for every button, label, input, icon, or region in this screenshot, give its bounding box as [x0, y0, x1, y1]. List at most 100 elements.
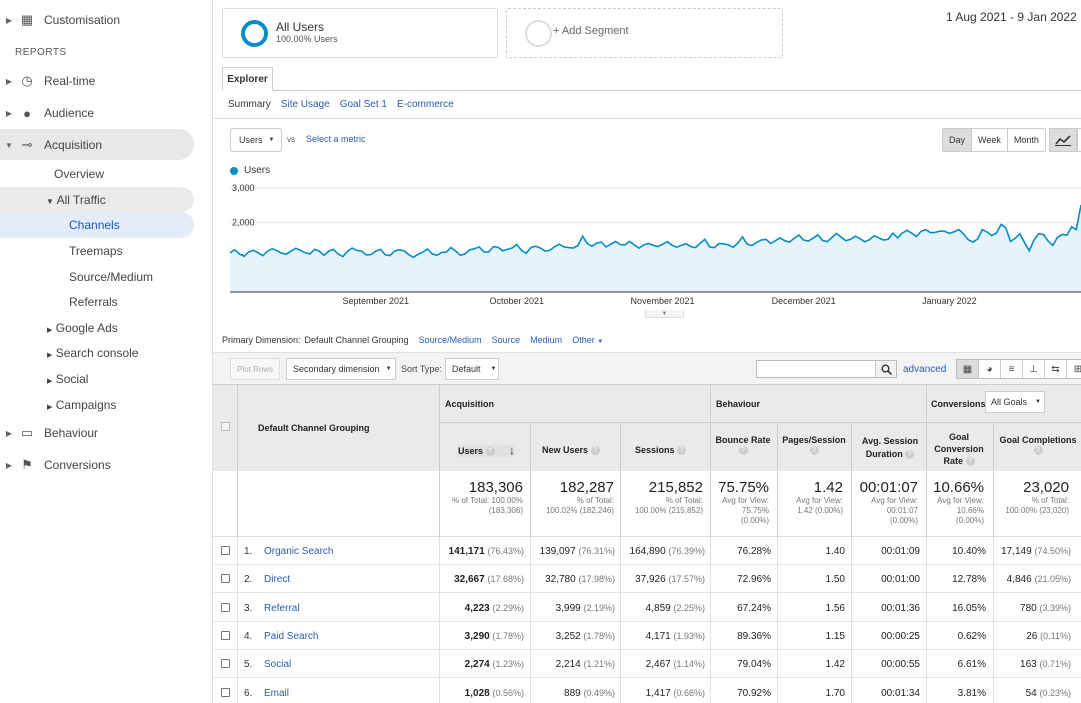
cell-bounce: 67.24% [737, 603, 771, 614]
channel-link[interactable]: Social [264, 659, 292, 671]
table-view-icon[interactable]: ▦ [957, 360, 979, 378]
sort-type-select[interactable]: Default ▼ [445, 358, 499, 380]
dimension-link-other[interactable]: Other ▼ [572, 335, 603, 345]
channel-link[interactable]: Email [264, 687, 290, 699]
cell-users: 1,028 (0.56%) [465, 688, 524, 699]
channel-link[interactable]: Organic Search [264, 546, 334, 557]
sidebar-item-referrals[interactable]: Referrals [69, 295, 118, 309]
row-divider [851, 471, 852, 537]
week-button[interactable]: Week [972, 129, 1008, 151]
performance-view-icon[interactable]: ≡ [1001, 360, 1023, 378]
sidebar-item-conversions[interactable]: ▶ ⚑ Conversions [0, 450, 111, 480]
sidebar-item-google-ads[interactable]: ▶ Google Ads [47, 321, 118, 335]
cell-conv: 0.62% [958, 631, 986, 642]
users-column-header[interactable]: Users ? ↓ [458, 445, 515, 457]
date-range-picker[interactable]: 1 Aug 2021 - 9 Jan 2022 [946, 10, 1077, 24]
help-icon[interactable]: ? [905, 450, 915, 460]
subtab-ecommerce[interactable]: E-commerce [396, 99, 454, 110]
cell-goals: 17,149 (74.50%) [1001, 546, 1071, 557]
add-segment-button[interactable]: + Add Segment [506, 8, 783, 58]
channel-link[interactable]: Referral [264, 602, 300, 614]
cell-goals: 26 (0.11%) [1026, 631, 1071, 642]
month-button[interactable]: Month [1007, 129, 1045, 151]
help-icon[interactable]: ? [809, 446, 819, 456]
help-icon[interactable]: ? [590, 446, 600, 456]
goal-completions-column-header[interactable]: Goal Completions? [995, 435, 1081, 456]
chart-resize-handle[interactable]: ▼ [645, 310, 684, 318]
line-chart-icon[interactable] [1049, 128, 1077, 152]
chevron-down-icon: ▼ [385, 366, 392, 372]
plot-rows-button[interactable]: Plot Rows [230, 358, 280, 380]
sessions-column-header[interactable]: Sessions ? [635, 445, 687, 456]
cell-duration: 00:01:00 [881, 574, 920, 585]
sidebar-item-all-traffic[interactable]: ▼ All Traffic [46, 193, 106, 207]
search-icon[interactable] [875, 360, 897, 378]
caret-down-icon: ▼ [5, 140, 13, 150]
help-icon[interactable]: ? [485, 447, 495, 457]
channel-link[interactable]: Paid Search [264, 630, 319, 642]
metric-select[interactable]: Users ▼ [230, 128, 282, 152]
sidebar-item-acquisition[interactable]: ▼ ⊸ Acquisition [0, 130, 102, 160]
all-goals-select[interactable]: All Goals ▼ [985, 391, 1045, 413]
sidebar-item-behaviour[interactable]: ▶ ▭ Behaviour [0, 418, 98, 448]
help-icon[interactable]: ? [1033, 446, 1043, 456]
help-icon[interactable]: ? [677, 446, 687, 456]
pages-session-column-header[interactable]: Pages/Session? [779, 435, 849, 456]
term-cloud-icon[interactable]: ⇆ [1045, 360, 1067, 378]
tab-explorer[interactable]: Explorer [222, 67, 273, 91]
sidebar-item-customisation[interactable]: ▶ ▦ Customisation [0, 5, 120, 35]
dimension-link-source-medium[interactable]: Source/Medium [418, 335, 482, 345]
cell-value: 4,846 [1006, 574, 1032, 586]
new-users-column-header[interactable]: New Users ? [542, 445, 600, 456]
motion-chart-icon[interactable] [1077, 128, 1081, 152]
subtab-site-usage[interactable]: Site Usage [280, 99, 330, 110]
day-button[interactable]: Day [943, 129, 973, 151]
select-metric-link[interactable]: Select a metric [306, 134, 366, 144]
chevron-down-icon: ▼ [597, 339, 604, 345]
column-divider [851, 537, 852, 703]
comparison-view-icon[interactable]: ⊥ [1023, 360, 1045, 378]
cell-goals: 4,846 (21.05%) [1007, 574, 1071, 585]
segment-all-users[interactable]: All Users 100.00% Users [222, 8, 498, 58]
row-checkbox[interactable] [221, 602, 230, 612]
row-checkbox[interactable] [221, 687, 230, 697]
bounce-rate-column-header[interactable]: Bounce Rate? [713, 435, 773, 456]
row-checkbox[interactable] [221, 630, 230, 640]
row-checkbox[interactable] [221, 546, 230, 555]
secondary-dimension-label: Secondary dimension [293, 364, 380, 374]
sidebar-item-realtime[interactable]: ▶ ◷ Real-time [0, 66, 95, 96]
sidebar-item-channels[interactable]: Channels [69, 218, 120, 232]
advanced-filter-link[interactable]: advanced [903, 364, 947, 375]
header-divider [439, 422, 1081, 423]
dimension-link-medium[interactable]: Medium [530, 335, 563, 345]
x-tick-label: November 2021 [631, 296, 695, 306]
sidebar-item-audience[interactable]: ▶ ● Audience [0, 98, 94, 128]
cell-value: 16.05% [952, 602, 986, 614]
sidebar-item-campaigns[interactable]: ▶ Campaigns [47, 398, 116, 412]
help-icon[interactable]: ? [738, 446, 748, 456]
sidebar-item-overview[interactable]: Overview [54, 167, 105, 181]
dimension-link-source[interactable]: Source [491, 335, 521, 345]
channel-link[interactable]: Direct [264, 574, 291, 586]
cell-percent: (0.49%) [583, 687, 615, 698]
dimension-column-header[interactable]: Default Channel Grouping [258, 423, 370, 433]
help-icon[interactable]: ? [965, 457, 975, 467]
cell-value: 72.96% [737, 574, 771, 586]
subtab-goal-set-1[interactable]: Goal Set 1 [339, 99, 387, 110]
subtab-summary[interactable]: Summary [228, 99, 271, 110]
secondary-dimension-select[interactable]: Secondary dimension ▼ [286, 358, 396, 380]
row-checkbox[interactable] [221, 574, 230, 584]
sidebar-item-treemaps[interactable]: Treemaps [69, 244, 123, 258]
sidebar-item-social[interactable]: ▶ Social [47, 372, 88, 386]
sidebar-item-search-console[interactable]: ▶ Search console [47, 346, 138, 360]
row-checkbox[interactable] [221, 659, 230, 669]
cell-bounce: 70.92% [737, 688, 771, 699]
goal-conversion-rate-column-header[interactable]: Goal Conversion Rate ? [929, 431, 989, 467]
pie-view-icon[interactable]: ◕ [979, 360, 1001, 378]
select-all-checkbox[interactable] [221, 422, 230, 431]
sidebar-item-source-medium[interactable]: Source/Medium [69, 270, 154, 284]
goal-label: Goal [948, 432, 969, 442]
avg-session-duration-column-header[interactable]: Avg. Session Duration ? [857, 435, 923, 461]
pivot-view-icon[interactable]: ⊞ [1073, 363, 1081, 375]
caret-right-icon: ▶ [5, 108, 13, 118]
